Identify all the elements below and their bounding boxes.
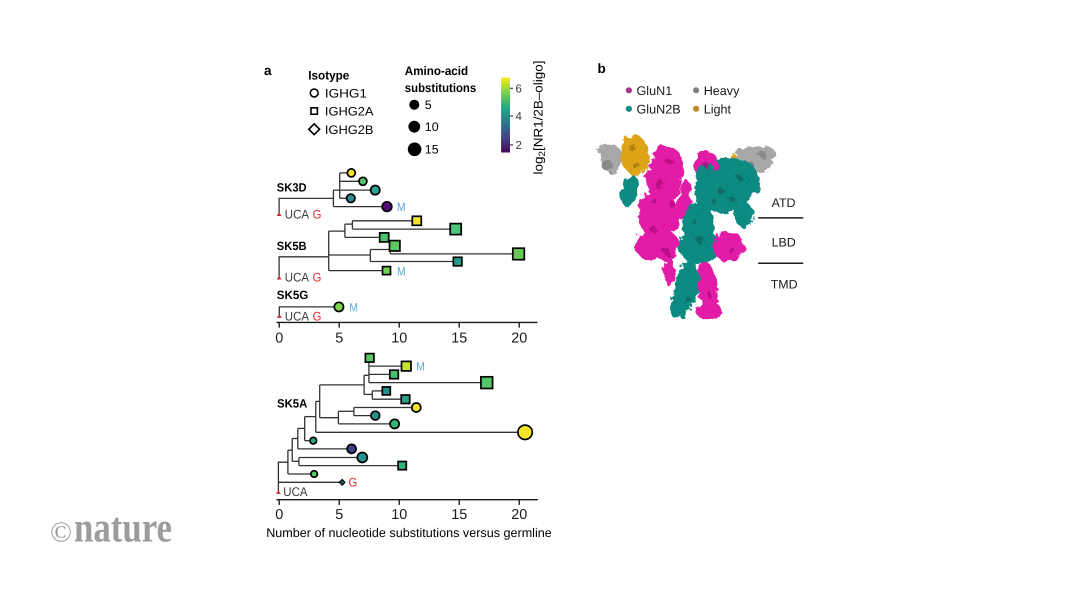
svg-text:SK5B: SK5B bbox=[277, 239, 307, 253]
svg-text:6: 6 bbox=[516, 83, 522, 95]
svg-text:Light: Light bbox=[704, 102, 732, 116]
svg-text:10: 10 bbox=[391, 330, 407, 346]
svg-text:IGHG2A: IGHG2A bbox=[325, 105, 374, 119]
svg-text:5: 5 bbox=[335, 507, 343, 523]
svg-text:M: M bbox=[397, 264, 406, 278]
svg-text:4: 4 bbox=[516, 111, 523, 123]
svg-text:substitutions: substitutions bbox=[405, 81, 476, 95]
svg-text:2: 2 bbox=[516, 140, 522, 152]
svg-text:15: 15 bbox=[451, 507, 467, 523]
svg-text:15: 15 bbox=[425, 143, 439, 157]
svg-text:a: a bbox=[264, 63, 272, 78]
svg-text:10: 10 bbox=[425, 120, 439, 134]
svg-text:IGHG1: IGHG1 bbox=[325, 87, 367, 101]
svg-text:5: 5 bbox=[425, 98, 432, 112]
svg-text:log2[NR1/2B–oligo]: log2[NR1/2B–oligo] bbox=[532, 60, 548, 174]
svg-text:G: G bbox=[313, 208, 322, 222]
svg-text:UCA: UCA bbox=[283, 485, 308, 499]
svg-text:UCA: UCA bbox=[285, 270, 310, 284]
svg-text:b: b bbox=[598, 61, 606, 76]
svg-text:0: 0 bbox=[275, 507, 283, 523]
svg-text:nature: nature bbox=[74, 504, 172, 551]
svg-text:Heavy: Heavy bbox=[704, 84, 740, 98]
svg-text:G: G bbox=[349, 476, 358, 490]
svg-text:UCA: UCA bbox=[285, 208, 310, 222]
svg-text:M: M bbox=[349, 300, 358, 314]
svg-text:15: 15 bbox=[451, 330, 467, 346]
svg-text:Amino-acid: Amino-acid bbox=[405, 64, 468, 78]
svg-text:M: M bbox=[416, 360, 425, 374]
svg-text:GluN1: GluN1 bbox=[637, 84, 673, 98]
svg-text:LBD: LBD bbox=[772, 235, 796, 249]
svg-text:IGHG2B: IGHG2B bbox=[325, 123, 374, 137]
svg-text:SK5G: SK5G bbox=[277, 288, 309, 302]
svg-text:M: M bbox=[397, 200, 406, 214]
svg-text:GluN2B: GluN2B bbox=[637, 102, 681, 116]
svg-text:ATD: ATD bbox=[772, 196, 796, 210]
svg-text:SK5A: SK5A bbox=[277, 397, 308, 411]
svg-text:TMD: TMD bbox=[771, 277, 798, 291]
svg-text:20: 20 bbox=[511, 330, 527, 346]
svg-text:SK3D: SK3D bbox=[277, 180, 307, 194]
svg-text:G: G bbox=[313, 270, 322, 284]
svg-text:UCA: UCA bbox=[285, 309, 310, 323]
svg-text:Number of nucleotide substitut: Number of nucleotide substitutions versu… bbox=[266, 526, 552, 540]
svg-text:Isotype: Isotype bbox=[308, 68, 349, 82]
svg-text:G: G bbox=[313, 309, 322, 323]
svg-text:©: © bbox=[50, 517, 72, 549]
svg-text:10: 10 bbox=[391, 507, 407, 523]
svg-text:20: 20 bbox=[511, 507, 527, 523]
svg-text:5: 5 bbox=[335, 330, 343, 346]
svg-text:0: 0 bbox=[275, 330, 283, 346]
